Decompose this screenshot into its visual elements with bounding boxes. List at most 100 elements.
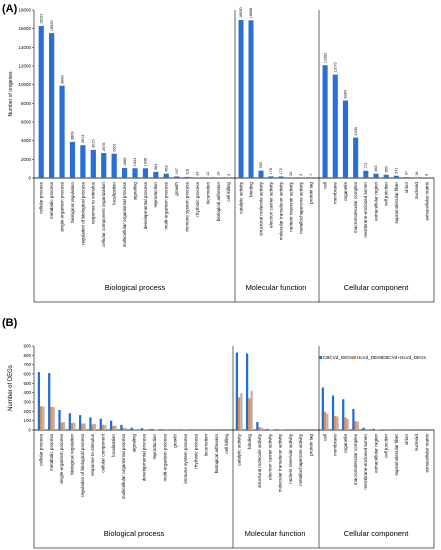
panel-label: (B) [2,317,18,329]
bar-electron-carrier-activity [268,176,274,178]
category-label-supramolecular-fiber: supramolecular fiber [394,182,399,224]
bar-cbcvd-degs-regulation-of-biological-process [79,415,82,430]
y-tick-label: 2000 [21,157,32,162]
data-label-cellular-process: 16291 [39,13,43,24]
data-label-metabolic-process: 15525 [50,21,54,32]
bar-cbcvd-degs-electron-carrier-activity [266,428,269,430]
group-title: Biological process [105,283,166,292]
category-label-immune-system-process: immune system process [183,433,188,483]
bar-multicellular-organismal-process [121,168,128,178]
bar-cbcvd-hlvd-degs-single-organism-process [62,422,66,430]
category-label-structural-molecule-activity: structural molecule activity [257,433,262,488]
data-label-membrane: 11075 [333,62,337,72]
group-cellular-component: cell membrane organelle macromolecular comp… [318,346,429,548]
data-label-supramolecular-fiber: 241 [395,167,399,173]
category-label-locomotion: locomotion [204,434,209,457]
bar-cbcvd-hlvd-degs-regulation-of-biological-process [83,423,86,430]
data-label-growth: 167 [175,168,179,174]
y-axis-title: Number of unigenes [8,71,14,117]
category-label-localization: localization [111,434,116,457]
category-label-molecular-transducer-activity: molecular transducer activity [278,433,283,492]
category-label-virion: virion [404,182,409,193]
bar-reproduction [153,171,159,178]
bar-hlvd-degs-cell [323,411,327,430]
bar-metabolic-process [49,33,55,178]
bar-cbcvd-degs-membrane [331,395,335,430]
category-label-cell: cell [322,434,327,441]
bar-cbcvd-degs-catalytic-activity [235,352,238,430]
category-label-multi-organism-process: multi-organism process [162,433,167,481]
group-biological-process: 16291 cellular process 15525 metabolic proc… [38,13,232,292]
category-label-signaling: signaling [131,434,136,453]
category-box [33,177,435,303]
category-label-extracellular-matrix: extracellular matrix [424,433,429,472]
bar-cbcvd-degs-cell [321,387,324,430]
bar-cbcvd-hlvd-degs-binding [250,390,253,430]
category-label-cellular-process: cellular process [39,181,44,214]
data-label-membrane-enclosed-lumen: 772 [364,162,368,168]
data-label-rhythmic-process: 24 [196,172,200,176]
bar-immune-system-process [184,176,190,178]
category-label-rhythmic-process: rhythmic process [195,181,200,216]
data-label-developmental-process: 1036 [144,158,148,166]
bar-hlvd-degs-response-to-stimulus [91,424,94,430]
bar-cell-junction [383,174,389,178]
category-label-molecular-transducer-activity: molecular transducer activity [278,181,283,240]
bar-membrane [332,74,338,178]
data-label-multicellular-organismal-process: 1066 [123,158,127,166]
category-label-metallochaperone-activity: metallochaperone activity [298,181,303,234]
group-title: Cellular component [344,529,410,538]
data-label-extracellular-region: 463 [374,165,378,171]
category-label-biological-adhesion: biological adhesion [216,182,221,222]
category-label-binding: binding [248,182,253,197]
bar-single-organism-process [59,85,65,178]
category-label-rhythmic-process: rhythmic process [193,433,198,468]
bar-cbcvd-hlvd-degs-membrane-enclosed-lumen [366,429,370,430]
data-label-cell: 12082 [323,53,327,64]
category-label-biological-regulation: biological regulation [70,434,75,475]
bar-cbcvd-degs-macromolecular-complex [352,409,355,430]
data-label-locomotion: 12 [206,172,210,176]
category-label-macromolecular-complex: macromolecular complex [353,181,358,233]
data-label-extracellular-matrix: 9 [425,174,429,176]
bar-cbcvd-hlvd-degs-biological-regulation [73,422,76,430]
y-tick-label: 800 [23,353,31,358]
y-tick-label: 12000 [18,64,31,69]
category-label-cell-killing: cell killing [224,434,229,454]
data-label-nucleoid: 16 [415,172,419,176]
bar-cbcvd-hlvd-degs-structural-molecule-activity [260,427,264,430]
category-label-extracellular-matrix: extracellular matrix [424,181,429,220]
y-tick-label: 600 [23,372,31,377]
category-label-virion: virion [404,434,409,445]
bar-cbcvd-hlvd-degs-membrane [336,416,339,430]
legend-label-cbcvd-degs: CBCVd_DEGs [323,355,354,360]
bar-hlvd-degs-organelle [344,417,347,430]
data-label-virion: 97 [405,171,409,175]
group-title: Molecular function [246,283,307,292]
data-label-catalytic-activity: 16930 [239,7,243,18]
category-label-metabolic-process: metabolic process [49,433,54,471]
bar-hlvd-degs-biological-regulation [70,423,74,430]
bar-hlvd-degs-multicellular-organismal-process [122,428,125,430]
bar-binding [248,20,254,178]
y-tick-label: 200 [23,409,31,414]
bar-cbcvd-degs-biological-regulation [68,413,71,430]
group-title: Biological process [104,529,165,538]
category-label-multi-organism-process: multi-organism process [164,181,169,229]
category-label-reproduction: reproduction [152,434,157,460]
data-label-nutrient-reservoir-activity: 20 [289,172,293,176]
bar-cbcvd-degs-developmental-process [140,428,144,430]
y-tick-label: 0 [28,428,31,433]
bar-hlvd-degs-catalytic-activity [237,397,241,430]
data-label-multi-organism-process: 463 [164,165,168,171]
group-molecular-function: catalytic activity binding structural mole… [232,346,313,548]
data-label-cell-junction: 355 [384,166,388,172]
y-axis-title: Number of DEGs [8,365,14,411]
bar-hlvd-degs-localization [112,425,115,430]
bar-hlvd-degs-cellular-component [101,424,105,430]
panel-label: (A) [2,3,18,15]
bar-cbcvd-hlvd-degs-developmental-process [145,429,148,430]
bar-biological-regulation [69,141,76,178]
data-label-immune-system-process: 118 [185,169,189,175]
